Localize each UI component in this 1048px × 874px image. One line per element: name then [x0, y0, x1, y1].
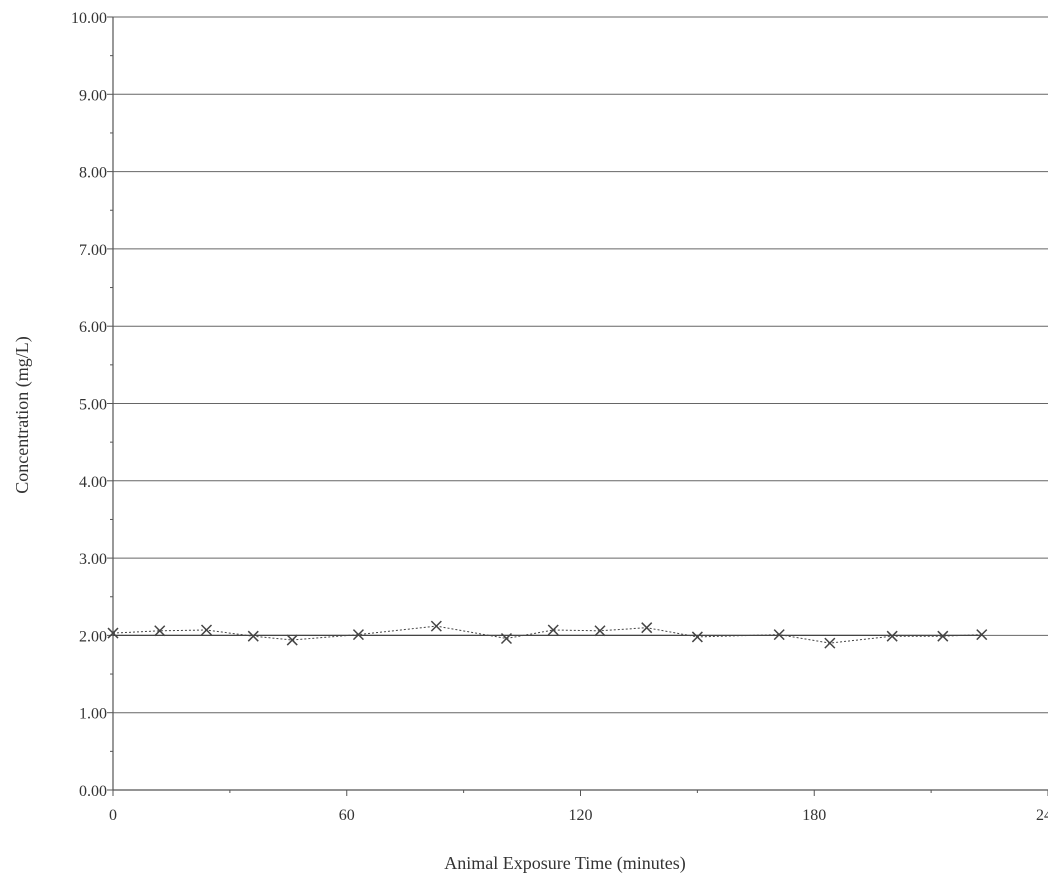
measured-series-line	[112, 625, 982, 644]
y-tick-label: 7.00	[79, 242, 107, 259]
marker-stroke	[594, 625, 606, 637]
marker-stroke	[773, 629, 785, 641]
data-point-marker	[886, 630, 898, 642]
series-layer	[107, 620, 988, 649]
y-tick-label: 0.00	[79, 783, 107, 800]
y-axis-label: Concentration (mg/L)	[12, 336, 33, 493]
gridlines	[113, 16, 1048, 714]
marker-stroke	[937, 630, 949, 642]
x-tick-label: 60	[339, 807, 355, 824]
y-tick-label: 5.00	[79, 397, 107, 414]
data-point-marker	[976, 629, 988, 641]
x-tick-label: 180	[802, 807, 826, 824]
data-point-marker	[594, 625, 606, 637]
data-point-marker	[547, 624, 559, 636]
marker-stroke	[352, 629, 364, 641]
y-tick-label: 9.00	[79, 87, 107, 104]
y-tick-label: 8.00	[79, 165, 107, 182]
marker-stroke	[641, 622, 653, 634]
y-tick-label: 2.00	[79, 628, 107, 645]
x-tick-label: 240	[1036, 807, 1048, 824]
x-tick-label: 0	[109, 807, 117, 824]
marker-stroke	[154, 625, 166, 637]
marker-stroke	[547, 624, 559, 636]
data-point-marker	[200, 624, 213, 636]
data-point-marker	[937, 630, 949, 642]
marker-stroke	[824, 637, 836, 649]
data-point-marker	[430, 620, 442, 632]
marker-stroke	[247, 630, 259, 642]
x-tick-label: 120	[569, 807, 593, 824]
marker-stroke	[886, 630, 898, 642]
marker-stroke	[430, 620, 442, 632]
y-axis-ticks: 0.00 1.00 2.00 3.00 4.00 5.00 6.00 7.00 8.00 9.00…	[71, 10, 113, 800]
y-tick-label: 6.00	[79, 319, 107, 336]
data-point-marker	[352, 629, 364, 641]
marker-stroke	[691, 631, 703, 643]
data-point-marker	[773, 629, 785, 641]
data-point-marker	[154, 625, 166, 637]
x-axis-ticks: 0 60 120 180 240	[109, 790, 1048, 824]
y-tick-label: 4.00	[79, 474, 107, 491]
marker-stroke	[976, 629, 988, 641]
data-point-marker	[286, 634, 298, 646]
marker-stroke	[107, 627, 119, 639]
data-point-marker	[247, 630, 259, 642]
y-tick-label: 10.00	[71, 10, 107, 27]
data-point-marker	[691, 631, 703, 643]
marker-stroke	[286, 634, 298, 646]
data-point-marker	[641, 622, 653, 634]
y-tick-label: 3.00	[79, 551, 107, 568]
x-axis-label: Animal Exposure Time (minutes)	[444, 853, 686, 874]
marker-stroke	[200, 624, 213, 636]
data-point-marker	[824, 637, 836, 649]
y-tick-label: 1.00	[79, 706, 107, 723]
data-point-marker	[107, 627, 119, 639]
